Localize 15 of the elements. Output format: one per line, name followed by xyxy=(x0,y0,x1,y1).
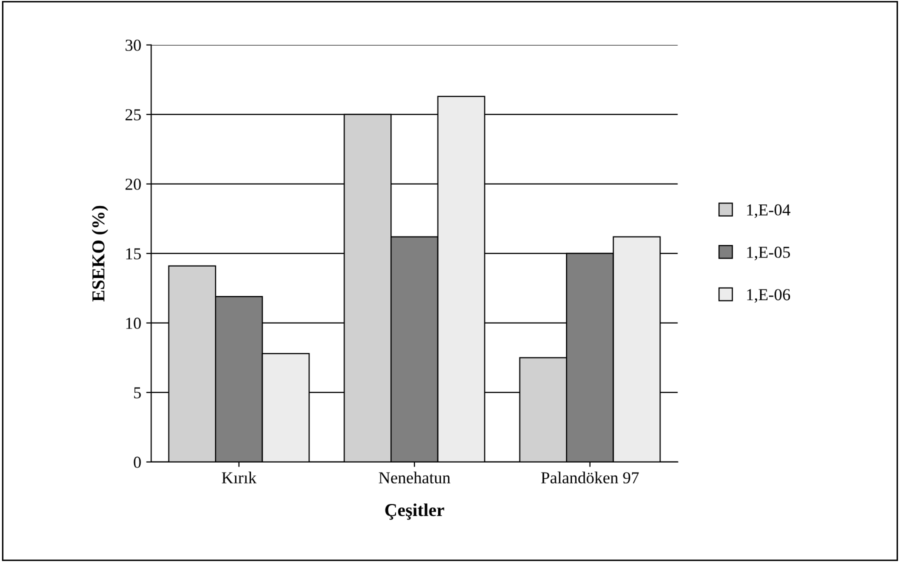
x-tick-label: Kırık xyxy=(222,472,257,484)
y-tick-label: 15 xyxy=(126,248,141,260)
y-tick-label: 25 xyxy=(126,109,141,120)
y-tick-label: 0 xyxy=(134,456,141,468)
x-axis-title: Çeşitler xyxy=(385,503,444,520)
y-tick-label: 20 xyxy=(126,178,141,190)
x-tick-label: Palandöken 97 xyxy=(541,472,639,484)
y-tick-label: 10 xyxy=(126,318,141,329)
legend-label: 1,E-05 xyxy=(747,246,790,260)
y-tick-label: 30 xyxy=(126,40,141,51)
y-axis-title: ESEKO (%) xyxy=(92,206,108,302)
y-tick-label: 5 xyxy=(134,387,141,398)
x-tick-label: Nenehatun xyxy=(378,472,450,484)
legend-label: 1,E-06 xyxy=(747,289,790,303)
legend-label: 1,E-04 xyxy=(747,204,790,218)
